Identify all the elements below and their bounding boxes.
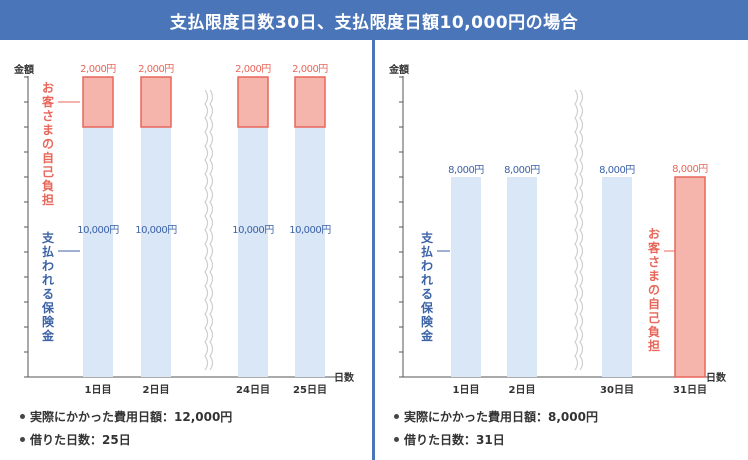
data-label-insurance: 8,000円: [504, 165, 540, 176]
series-label-char: 負: [648, 324, 660, 339]
panel-divider: [372, 40, 375, 460]
series-label-char: 担: [648, 338, 660, 353]
bar-insurance: [451, 177, 481, 377]
series-label-char: 金: [420, 328, 434, 343]
data-label-insurance: 10,000円: [77, 225, 119, 236]
series-label-char: 金: [41, 328, 55, 343]
axis-break-wave: [209, 89, 214, 371]
x-tick-label: 1日目: [85, 384, 112, 396]
series-label-char: 自: [648, 296, 660, 311]
data-label-self-pay: 2,000円: [138, 64, 174, 75]
axis-break-wave: [579, 89, 584, 371]
bar-insurance: [602, 177, 632, 377]
page-title: 支払限度日数30日、支払限度日額10,000円の場合: [0, 0, 748, 40]
series-label-char: わ: [42, 259, 54, 273]
x-tick-label: 24日目: [236, 384, 270, 396]
y-axis-label: 金額: [13, 63, 34, 76]
note-text: 実際にかかった費用日額：8,000円: [404, 410, 598, 424]
bar-insurance: [238, 127, 268, 377]
x-tick-label: 2日目: [509, 384, 536, 396]
series-label-char: 保: [420, 300, 434, 315]
axis-break-wave: [204, 89, 209, 371]
series-label-char: る: [42, 287, 54, 301]
x-tick-label: 31日目: [673, 384, 707, 396]
bar-insurance: [141, 127, 171, 377]
series-label-char: さ: [42, 109, 54, 123]
bullet-icon: [394, 437, 399, 442]
data-label-insurance: 10,000円: [135, 225, 177, 236]
series-label-char: る: [421, 287, 433, 301]
series-label-char: れ: [42, 273, 54, 287]
data-label-insurance: 10,000円: [289, 225, 331, 236]
data-label-insurance: 10,000円: [232, 225, 274, 236]
series-label-char: 支: [420, 230, 434, 245]
x-axis-label: 日数: [706, 371, 727, 384]
series-label-char: 客: [647, 240, 661, 255]
series-label-char: お: [648, 227, 660, 241]
bar-self-pay: [237, 76, 269, 128]
series-label-char: 保: [41, 300, 55, 315]
note-text: 借りた日数：25日: [30, 433, 131, 447]
series-label-char: 己: [648, 311, 660, 325]
series-label-char: 己: [42, 165, 54, 179]
x-tick-label: 1日目: [453, 384, 480, 396]
series-label-char: 払: [421, 244, 433, 259]
y-axis-label: 金額: [388, 63, 409, 76]
note-left-days: 借りた日数：25日: [20, 431, 131, 448]
bullet-icon: [20, 437, 25, 442]
series-label-char: 自: [42, 150, 54, 165]
bar-self-pay: [294, 76, 326, 128]
note-text: 借りた日数：31日: [404, 433, 505, 447]
series-label-char: の: [648, 283, 660, 297]
series-label-char: さ: [648, 255, 660, 269]
x-tick-label: 30日目: [600, 384, 634, 396]
note-text: 実際にかかった費用日額：12,000円: [30, 410, 233, 424]
bullet-icon: [20, 414, 25, 419]
bar-self-pay: [82, 76, 114, 128]
data-label-insurance: 8,000円: [448, 165, 484, 176]
series-label-char: の: [42, 137, 54, 151]
series-label-char: 払: [42, 244, 54, 259]
series-label-char: 客: [41, 94, 55, 109]
data-label-self-pay: 8,000円: [672, 164, 708, 175]
series-label-char: れ: [421, 273, 433, 287]
bar-insurance: [83, 127, 113, 377]
series-label-char: ま: [648, 269, 660, 283]
data-label-self-pay: 2,000円: [235, 64, 271, 75]
data-label-self-pay: 2,000円: [292, 64, 328, 75]
note-left-cost: 実際にかかった費用日額：12,000円: [20, 408, 232, 425]
series-label-char: 負: [42, 178, 54, 193]
bar-insurance: [295, 127, 325, 377]
x-axis-label: 日数: [334, 371, 355, 384]
x-tick-label: 2日目: [143, 384, 170, 396]
axis-break-wave: [574, 89, 579, 371]
note-right-cost: 実際にかかった費用日額：8,000円: [394, 408, 598, 425]
series-label-char: ま: [42, 123, 54, 137]
bullet-icon: [394, 414, 399, 419]
series-label-char: お: [42, 81, 54, 95]
bar-self-pay: [674, 176, 706, 378]
series-label-char: 険: [42, 314, 55, 329]
series-label-char: わ: [421, 259, 433, 273]
data-label-insurance: 8,000円: [599, 165, 635, 176]
data-label-self-pay: 2,000円: [80, 64, 116, 75]
bar-self-pay: [140, 76, 172, 128]
x-tick-label: 25日目: [293, 384, 327, 396]
note-right-days: 借りた日数：31日: [394, 431, 505, 448]
bar-insurance: [507, 177, 537, 377]
series-label-char: 険: [421, 314, 434, 329]
series-label-char: 支: [41, 230, 55, 245]
series-label-char: 担: [42, 192, 54, 207]
